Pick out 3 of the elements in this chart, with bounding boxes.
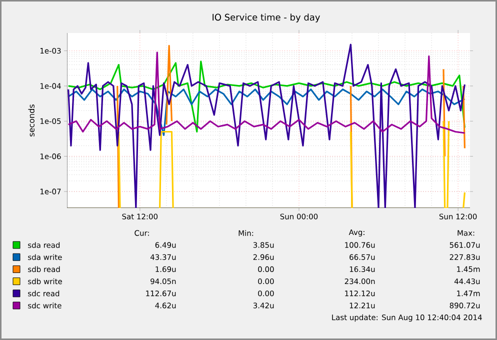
chart-title: IO Service time - by day bbox=[212, 14, 320, 22]
y-axis-title: seconds bbox=[28, 104, 34, 136]
line-series bbox=[68, 88, 466, 136]
